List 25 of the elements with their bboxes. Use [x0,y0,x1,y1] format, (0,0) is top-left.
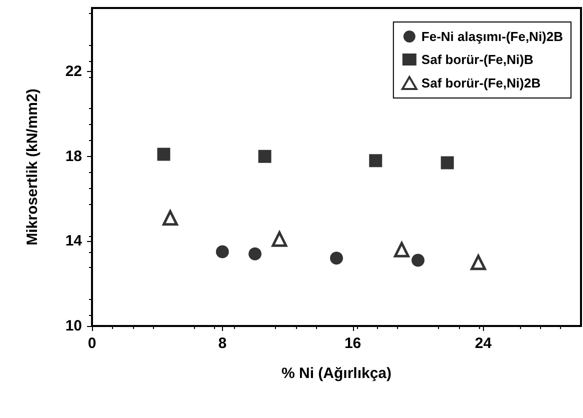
point [272,231,288,247]
x-tick-label: 24 [474,335,492,352]
legend-label: Saf borür-(Fe,Ni)2B [421,76,541,90]
x-tick-label: 8 [218,335,227,352]
point [248,247,262,260]
x-tick-label: 0 [88,335,96,352]
point [440,156,454,170]
point [216,245,229,258]
point [394,242,410,258]
point [369,154,382,168]
point [157,148,170,161]
y-tick-label: 22 [65,63,82,80]
y-axis-title: Mikrosertlik (kN/mm2) [24,88,41,246]
legend-label: Fe-Ni alaşımı-(Fe,Ni)2B [421,29,564,44]
legend-label: Saf borür-(Fe,Ni)B [421,52,534,67]
y-tick-label: 14 [65,232,83,250]
point [258,150,272,163]
point [162,210,178,226]
y-tick-label: 18 [65,148,82,165]
y-tick-label: 10 [65,318,82,334]
point [470,254,486,270]
point [330,252,343,265]
x-tick-label: 16 [344,335,362,352]
point [412,254,424,267]
x-axis-title: % Ni (Ağırlıkça) [281,365,392,382]
